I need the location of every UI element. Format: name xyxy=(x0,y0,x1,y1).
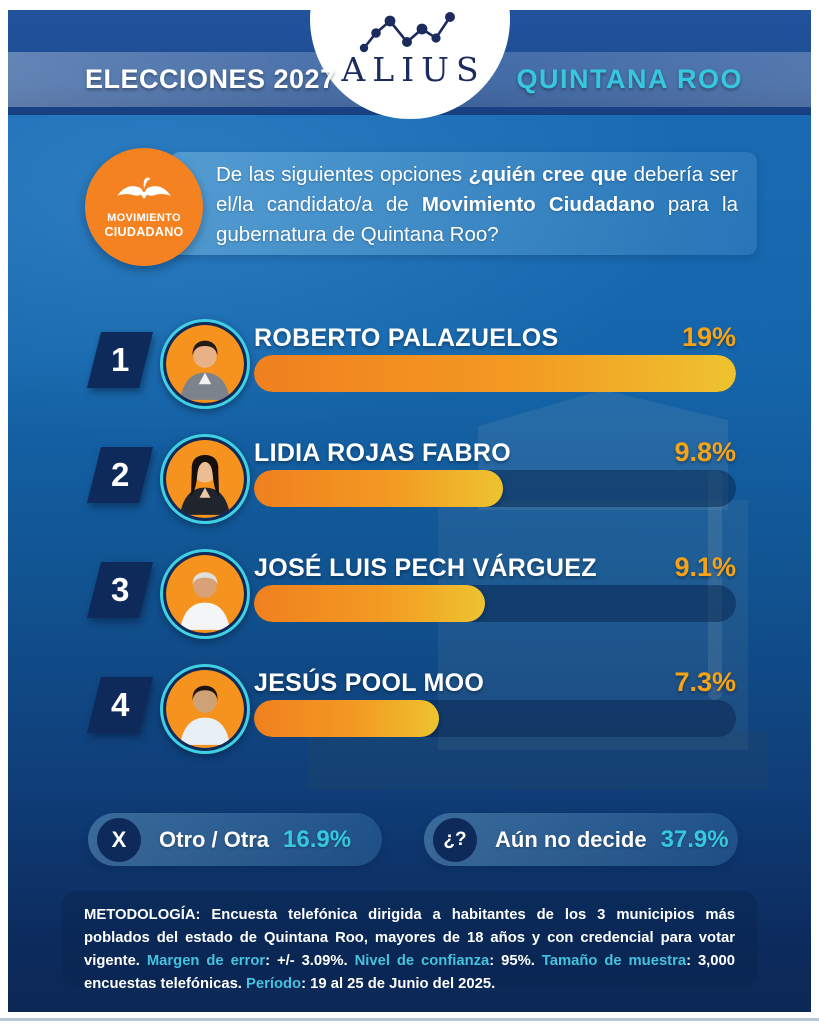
candidate-percentage: 9.8% xyxy=(674,437,736,467)
question-seg: De las siguientes opciones xyxy=(216,163,469,186)
constellation-icon xyxy=(359,12,455,53)
bar-track xyxy=(254,700,736,737)
other-option-pill: X Otro / Otra 16.9% xyxy=(88,813,382,866)
candidate-name: JESÚS POOL MOO xyxy=(254,669,485,697)
result-bar xyxy=(254,355,736,392)
candidate-photo xyxy=(160,664,250,754)
state-title: QUINTANA ROO xyxy=(516,64,743,94)
sample-size-value: : 3,000 encuestas telefónicas. xyxy=(84,953,735,992)
result-bar xyxy=(254,585,485,622)
rank-badge: 1 xyxy=(87,332,153,388)
rank-number: 3 xyxy=(110,571,130,608)
result-bar xyxy=(254,470,503,507)
party-badge: MOVIMIENTO CIUDADANO xyxy=(85,148,203,266)
question-seg-bold: Movimiento Ciudadano xyxy=(421,193,668,216)
candidate-row: 3 JOSÉ LUIS PECH VÁRGUEZ 9.1% xyxy=(87,549,738,644)
bar-track xyxy=(254,470,736,507)
brand-name: ALIUS xyxy=(341,50,486,89)
methodology-box: METODOLOGÍA: Encuesta telefónica dirigid… xyxy=(62,891,757,992)
rank-badge: 4 xyxy=(87,677,153,733)
candidate-row: 4 JESÚS POOL MOO 7.3% xyxy=(87,664,738,759)
ruins-shadow xyxy=(308,730,768,790)
period-value: : 19 al 25 de Junio del 2025. xyxy=(301,976,496,992)
candidate-photo xyxy=(160,319,250,409)
undecided-percentage: 37.9% xyxy=(660,825,729,853)
candidate-name: JOSÉ LUIS PECH VÁRGUEZ xyxy=(254,554,597,582)
candidate-photo xyxy=(160,434,250,524)
question-seg: debería ser el/la candidato/a de xyxy=(216,163,739,216)
confidence-level-value: : 95%. xyxy=(489,953,542,969)
question-seg-bold: ¿quién cree que xyxy=(468,163,634,186)
methodology-text: METODOLOGÍA: Encuesta telefónica dirigid… xyxy=(84,904,735,996)
rank-number: 2 xyxy=(110,456,130,493)
party-name-line1: MOVIMIENTO xyxy=(107,212,181,225)
footer-divider xyxy=(0,1018,819,1021)
question-text: De las siguientes opciones ¿quién cree q… xyxy=(216,160,738,250)
candidate-name: ROBERTO PALAZUELOS xyxy=(254,324,559,352)
background xyxy=(8,10,811,1012)
movimiento-ciudadano-eagle-icon xyxy=(117,178,171,199)
rank-badge: 2 xyxy=(87,447,153,503)
result-bar xyxy=(254,700,440,737)
brand-logo: ALIUS xyxy=(330,8,490,89)
x-icon: X xyxy=(97,817,141,862)
methodology-title: METODOLOGÍA: xyxy=(84,907,212,923)
candidate-percentage: 19% xyxy=(681,322,736,352)
margin-of-error-label: Margen de error xyxy=(146,953,266,969)
candidate-row: 2 LIDIA ROJAS FABRO 9.8% xyxy=(87,434,738,529)
sample-size-label: Tamaño de muestra xyxy=(541,953,687,969)
undecided-label: Aún no decide xyxy=(495,826,647,852)
period-label: Período xyxy=(246,976,302,992)
candidate-name: LIDIA ROJAS FABRO xyxy=(254,439,511,467)
party-name-line2: CIUDADANO xyxy=(104,225,184,240)
bar-track xyxy=(254,585,736,622)
question-mark-icon: ¿? xyxy=(433,817,477,862)
confidence-level-label: Nivel de confianza xyxy=(354,953,490,969)
rank-badge: 3 xyxy=(87,562,153,618)
margin-of-error-value: : +/- 3.09%. xyxy=(265,953,355,969)
candidate-percentage: 7.3% xyxy=(674,667,736,697)
candidate-percentage: 9.1% xyxy=(674,552,736,582)
methodology-body: Encuesta telefónica dirigida a habitante… xyxy=(84,907,735,969)
question-box xyxy=(170,152,757,255)
candidate-row: 1 ROBERTO PALAZUELOS 19% xyxy=(87,319,738,414)
undecided-pill: ¿? Aún no decide 37.9% xyxy=(424,813,738,866)
question-seg: para la gubernatura de Quintana Roo? xyxy=(216,193,739,246)
elections-title: ELECCIONES 2027 xyxy=(85,64,336,94)
bar-track xyxy=(254,355,736,392)
other-label: Otro / Otra xyxy=(159,826,270,852)
other-percentage: 16.9% xyxy=(283,825,352,853)
rank-number: 1 xyxy=(110,341,130,378)
rank-number: 4 xyxy=(110,686,130,723)
candidate-photo xyxy=(160,549,250,639)
